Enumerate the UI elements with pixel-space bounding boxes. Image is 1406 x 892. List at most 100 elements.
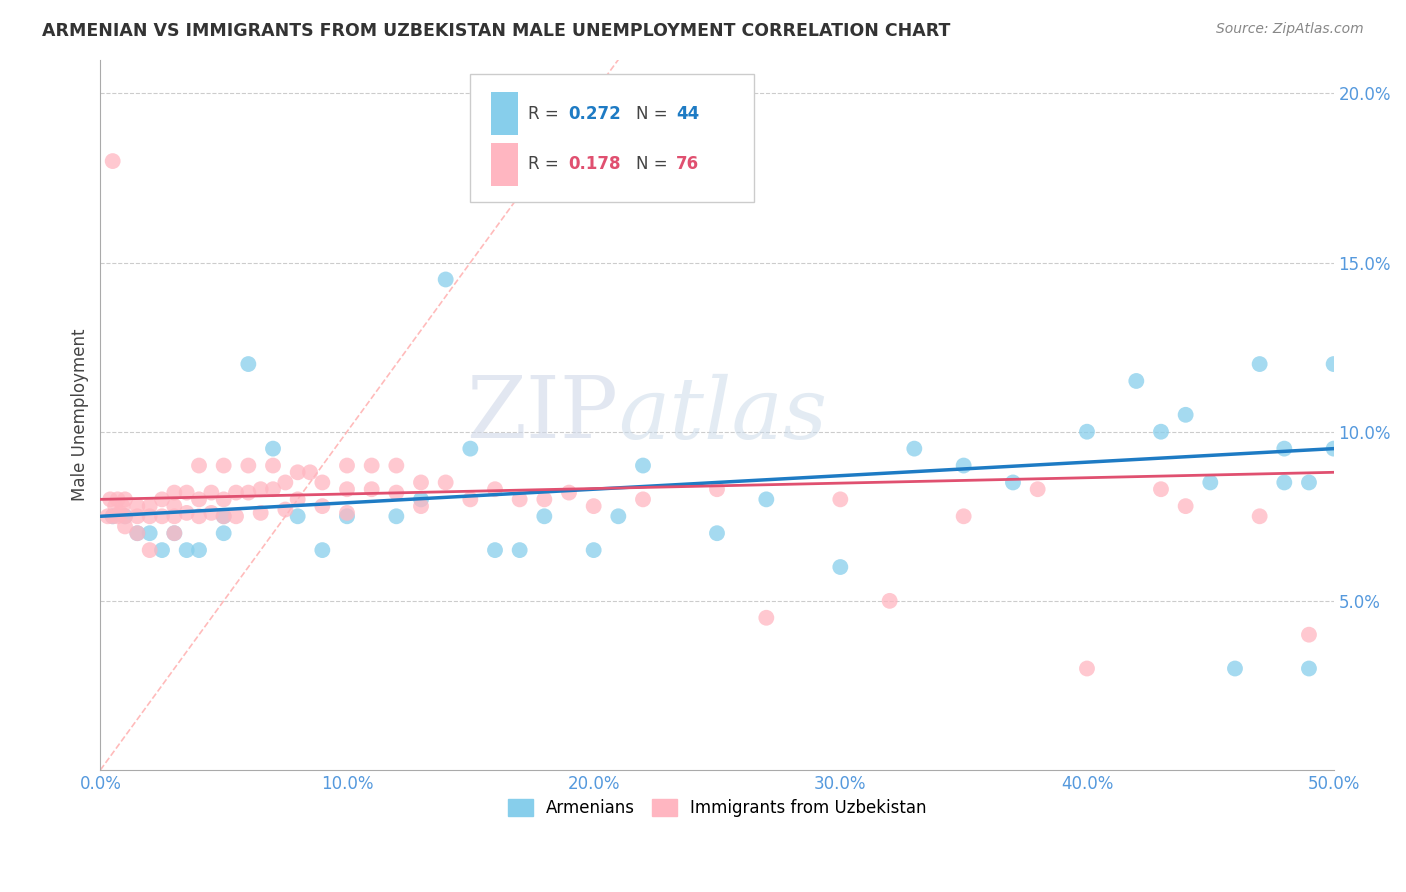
Text: 0.178: 0.178 xyxy=(568,155,620,173)
Point xyxy=(176,543,198,558)
Point xyxy=(138,499,160,513)
Point xyxy=(127,499,149,513)
Point xyxy=(287,465,309,479)
Point xyxy=(101,509,124,524)
Point xyxy=(200,485,222,500)
Point xyxy=(150,492,173,507)
Text: Source: ZipAtlas.com: Source: ZipAtlas.com xyxy=(1216,22,1364,37)
Point xyxy=(298,465,321,479)
Point xyxy=(188,543,211,558)
Point xyxy=(336,506,359,520)
Point xyxy=(1174,408,1197,422)
Point xyxy=(262,458,284,473)
Point xyxy=(176,506,198,520)
Point xyxy=(533,492,555,507)
Point xyxy=(127,509,149,524)
Point xyxy=(287,492,309,507)
Point xyxy=(1150,425,1173,439)
Point xyxy=(138,509,160,524)
Point xyxy=(262,482,284,496)
Bar xyxy=(491,143,519,186)
Point xyxy=(336,509,359,524)
Point xyxy=(607,509,630,524)
Point xyxy=(163,526,186,541)
Point xyxy=(434,272,457,286)
Bar xyxy=(491,92,519,135)
Point xyxy=(176,485,198,500)
Legend: Armenians, Immigrants from Uzbekistan: Armenians, Immigrants from Uzbekistan xyxy=(499,791,935,826)
Point xyxy=(225,509,247,524)
Point xyxy=(631,458,654,473)
Point xyxy=(1298,661,1320,675)
Point xyxy=(311,475,333,490)
Point xyxy=(1323,442,1346,456)
Point xyxy=(533,509,555,524)
Point xyxy=(484,482,506,496)
Point xyxy=(1272,442,1295,456)
Point xyxy=(101,154,124,169)
Point xyxy=(1026,482,1049,496)
Point xyxy=(558,485,581,500)
Point xyxy=(262,442,284,456)
Point xyxy=(238,485,260,500)
Y-axis label: Male Unemployment: Male Unemployment xyxy=(72,328,89,501)
Point xyxy=(409,492,432,507)
Point xyxy=(188,458,211,473)
Point xyxy=(200,506,222,520)
Point xyxy=(274,502,297,516)
Point xyxy=(249,506,271,520)
Point xyxy=(107,509,129,524)
Text: ARMENIAN VS IMMIGRANTS FROM UZBEKISTAN MALE UNEMPLOYMENT CORRELATION CHART: ARMENIAN VS IMMIGRANTS FROM UZBEKISTAN M… xyxy=(42,22,950,40)
Point xyxy=(163,485,186,500)
Point xyxy=(1249,357,1271,371)
Point xyxy=(360,482,382,496)
Point xyxy=(1249,509,1271,524)
Point xyxy=(952,509,974,524)
Point xyxy=(104,499,127,513)
Point xyxy=(631,492,654,507)
Point xyxy=(360,458,382,473)
Point xyxy=(1001,475,1024,490)
Point xyxy=(1323,357,1346,371)
Point xyxy=(150,509,173,524)
Point xyxy=(188,509,211,524)
Point xyxy=(706,526,728,541)
Text: 76: 76 xyxy=(676,155,699,173)
Point xyxy=(127,526,149,541)
Point xyxy=(163,499,186,513)
Point xyxy=(225,485,247,500)
Point xyxy=(1076,661,1098,675)
Point xyxy=(163,509,186,524)
Point xyxy=(385,509,408,524)
Point xyxy=(336,482,359,496)
Point xyxy=(385,458,408,473)
Point xyxy=(138,526,160,541)
Point xyxy=(460,492,482,507)
Point xyxy=(127,526,149,541)
Point xyxy=(385,485,408,500)
Point xyxy=(114,509,136,524)
Text: N =: N = xyxy=(636,155,672,173)
Point xyxy=(879,594,901,608)
Point xyxy=(336,458,359,473)
Point xyxy=(274,475,297,490)
Point xyxy=(238,357,260,371)
Point xyxy=(755,492,778,507)
Point xyxy=(97,509,120,524)
Text: atlas: atlas xyxy=(619,374,828,456)
Point xyxy=(212,458,235,473)
Point xyxy=(107,492,129,507)
Point xyxy=(188,492,211,507)
Point xyxy=(212,492,235,507)
Point xyxy=(287,509,309,524)
Point xyxy=(163,526,186,541)
Point xyxy=(830,492,852,507)
Point xyxy=(706,482,728,496)
Text: R =: R = xyxy=(529,104,564,122)
Point xyxy=(582,543,605,558)
Point xyxy=(138,543,160,558)
Point xyxy=(582,499,605,513)
Point xyxy=(212,509,235,524)
Point xyxy=(249,482,271,496)
Point xyxy=(1076,425,1098,439)
